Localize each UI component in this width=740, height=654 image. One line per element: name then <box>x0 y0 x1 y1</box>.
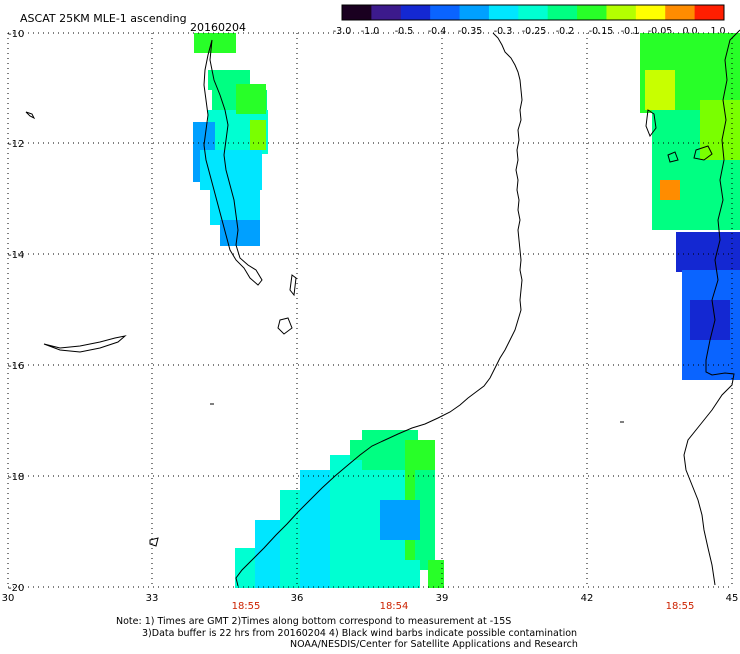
swath-cell <box>660 180 680 200</box>
longitude-label: 36 <box>291 593 304 604</box>
colorbar-segment <box>606 5 637 20</box>
swath-cell <box>360 560 420 588</box>
note-line-2: 3)Data buffer is 22 hrs from 20160204 4)… <box>142 628 577 639</box>
latitude-labels: -10 -12 -14 -16 -18 -20 <box>8 29 24 594</box>
latitude-label: -12 <box>8 139 24 150</box>
latitude-label: -10 <box>8 29 24 40</box>
pass-times: 18:55 18:54 18:55 <box>232 601 695 612</box>
swath-cell <box>200 150 262 190</box>
lake-tanganyika <box>25 111 36 120</box>
colorbar-segment <box>577 5 607 20</box>
colorbar-segment <box>371 5 402 20</box>
swath-cell <box>380 500 420 540</box>
colorbar-tick-label: -0.3 <box>494 26 513 37</box>
coastline <box>25 29 740 587</box>
longitude-labels: 30 33 36 39 42 45 <box>2 593 739 604</box>
map-title: ASCAT 25KM MLE-1 ascending <box>20 12 187 25</box>
colorbar: -3.0 -1.0 -0.5 -0.4 -0.35 -0.3 -0.25 -0.2 -0.15-… <box>333 4 726 37</box>
longitude-label: 45 <box>726 593 739 604</box>
lake-cahora <box>277 317 293 335</box>
colorbar-segment <box>635 5 666 20</box>
swath-cell <box>415 470 435 570</box>
colorbar-tick-label: -0.25 <box>522 26 547 37</box>
lake-west <box>43 335 127 353</box>
colorbar-tick-label: 0.0 <box>682 26 697 37</box>
colorbar-tick-label: -0.4 <box>428 26 447 37</box>
lake-malawi <box>203 39 263 286</box>
swath-cell <box>250 120 266 150</box>
swath-cell <box>645 70 675 110</box>
note-line-1: Note: 1) Times are GMT 2)Times along bot… <box>116 616 511 627</box>
swath-cell <box>676 232 740 272</box>
longitude-label: 39 <box>436 593 449 604</box>
latitude-label: -20 <box>8 583 24 594</box>
longitude-label: 30 <box>2 593 15 604</box>
swath-cell <box>194 33 236 53</box>
colorbar-segment <box>694 5 725 20</box>
longitude-label: 33 <box>146 593 159 604</box>
island-comoros1 <box>645 109 657 138</box>
pass-time-label: 18:55 <box>232 601 261 612</box>
colorbar-tick-label: -3.0 <box>333 26 352 37</box>
colorbar-tick-label: -0.5 <box>395 26 414 37</box>
latitude-label: -18 <box>8 472 24 483</box>
colorbar-tick-label: 1.0 <box>710 26 725 37</box>
colorbar-tick-label: -0.2 <box>556 26 575 37</box>
lake-small2 <box>149 537 159 547</box>
colorbar-segment <box>342 5 372 20</box>
colorbar-segment <box>430 5 461 20</box>
colorbar-tick-label: -0.1 <box>621 26 640 37</box>
island-comoros2 <box>667 151 679 163</box>
island-mayotte <box>693 145 713 161</box>
colorbar-frame <box>341 4 725 21</box>
note-line-3: NOAA/NESDIS/Center for Satellite Applica… <box>290 639 578 650</box>
colorbar-tick-label: -0.05 <box>648 26 673 37</box>
swath-cell <box>700 100 740 160</box>
latitude-label: -14 <box>8 250 24 261</box>
lake-small1 <box>289 274 297 297</box>
lat-lon-grid <box>7 32 733 588</box>
pass-time-label: 18:55 <box>666 601 695 612</box>
coastline-madagascar <box>683 29 740 586</box>
colorbar-segment <box>488 5 519 20</box>
colorbar-tick-label: -0.35 <box>458 26 483 37</box>
map-date: 20160204 <box>190 21 246 34</box>
coastline-mainland <box>235 32 523 587</box>
colorbar-segment <box>459 5 490 20</box>
colorbar-segment <box>518 5 549 20</box>
colorbar-segment <box>665 5 696 20</box>
colorbar-tick-label: -1.0 <box>361 26 380 37</box>
swath-cell <box>236 84 266 114</box>
swath-cell <box>428 560 444 588</box>
wind-data-swaths <box>193 33 740 588</box>
colorbar-segment <box>400 5 431 20</box>
latitude-label: -16 <box>8 361 24 372</box>
pass-time-label: 18:54 <box>380 601 409 612</box>
colorbar-tick-label: -0.15 <box>589 26 614 37</box>
longitude-label: 42 <box>581 593 594 604</box>
swath-cell <box>690 300 730 340</box>
swath-cell <box>220 220 260 246</box>
colorbar-segment <box>547 5 578 20</box>
